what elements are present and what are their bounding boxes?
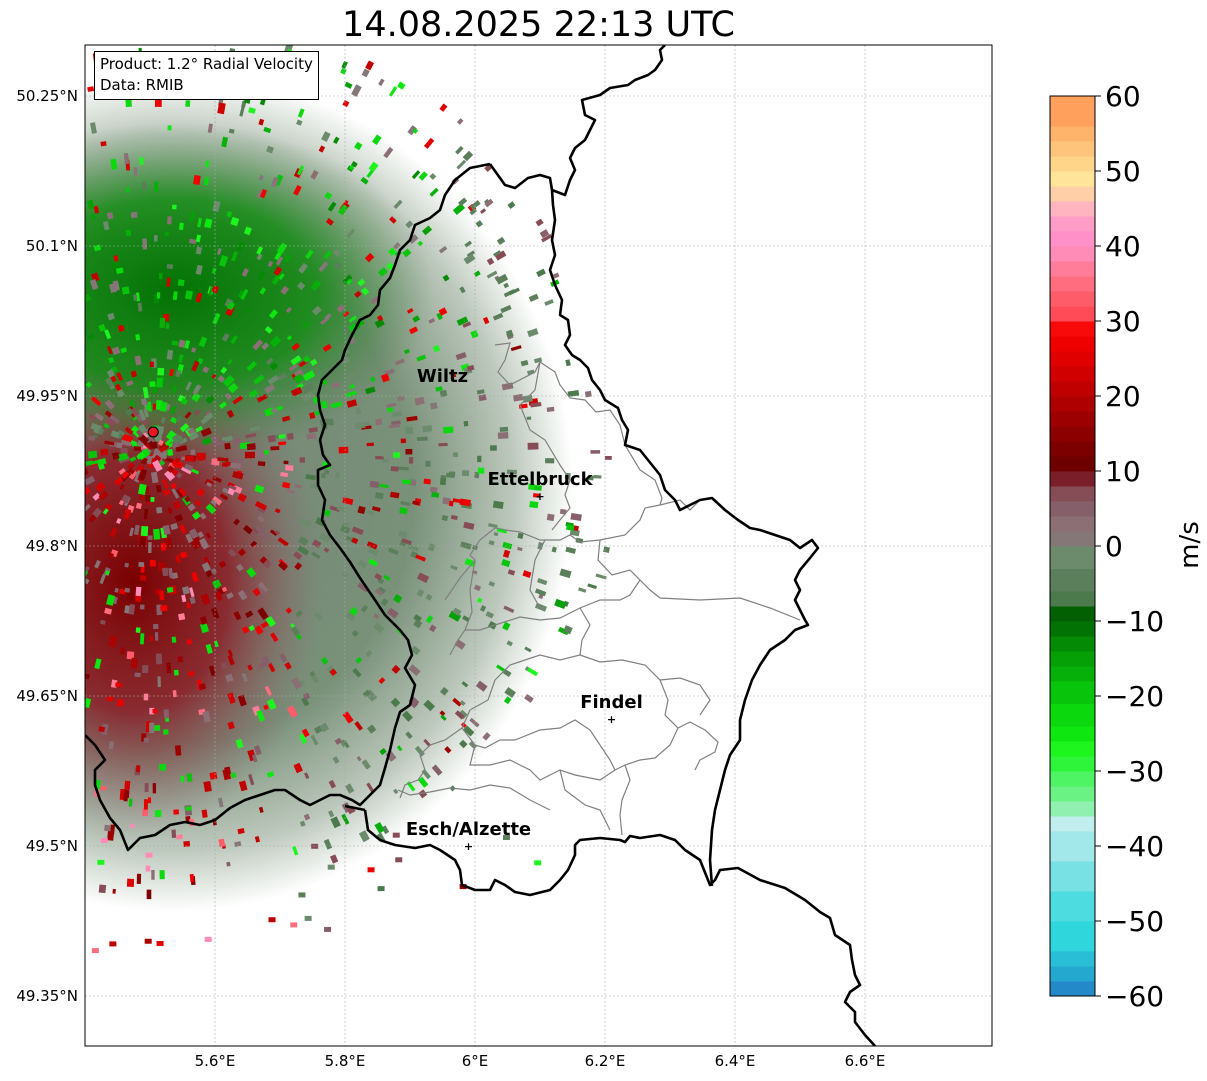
city-marker-icon: + (535, 490, 544, 503)
city-label: Findel (580, 692, 643, 713)
map-title: 14.08.2025 22:13 UTC (342, 5, 735, 45)
lat-tick-label: 50.25°N (16, 87, 78, 105)
product-text: Product: 1.2° Radial Velocity (100, 55, 313, 73)
lat-tick-label: 49.5°N (26, 837, 78, 855)
lon-tick-label: 6.4°E (715, 1052, 756, 1070)
map-axes: 5.6°E 5.8°E 6°E 6.2°E 6.4°E 6.6°E 50.25°N 50.1°… (16, 87, 885, 1070)
city-label: Wiltz (417, 366, 468, 387)
lon-tick-label: 5.8°E (325, 1052, 366, 1070)
lat-tick-label: 50.1°N (26, 237, 78, 255)
radar-echo-layer (85, 45, 612, 954)
map-frame (84, 44, 993, 1047)
map-area: Wiltz+Ettelbruck+Findel+Esch/Alzette (85, 45, 992, 1046)
city-label: Ettelbruck (487, 469, 593, 490)
city-layer: Wiltz+Ettelbruck+Findel+Esch/Alzette (406, 366, 643, 853)
city-marker-icon: + (607, 713, 616, 726)
lat-tick-label: 49.35°N (16, 987, 78, 1005)
district-boundaries (397, 342, 801, 836)
lat-tick-label: 49.65°N (16, 687, 78, 705)
radar-site-marker (147, 426, 159, 438)
colorbar-label: m/s (1174, 521, 1205, 569)
lon-tick-label: 6°E (462, 1052, 489, 1070)
lon-tick-label: 6.6°E (845, 1052, 886, 1070)
city-label: Esch/Alzette (406, 819, 531, 840)
city-marker-icon: + (464, 840, 473, 853)
data-source-text: Data: RMIB (100, 76, 184, 94)
lat-tick-label: 49.8°N (26, 537, 78, 555)
product-info-box: Product: 1.2° Radial Velocity Data: RMIB (94, 51, 319, 100)
lat-tick-label: 49.95°N (16, 387, 78, 405)
lon-tick-label: 6.2°E (585, 1052, 626, 1070)
lon-tick-label: 5.6°E (195, 1052, 236, 1070)
graticule (85, 45, 992, 1046)
country-borders (85, 45, 876, 1046)
